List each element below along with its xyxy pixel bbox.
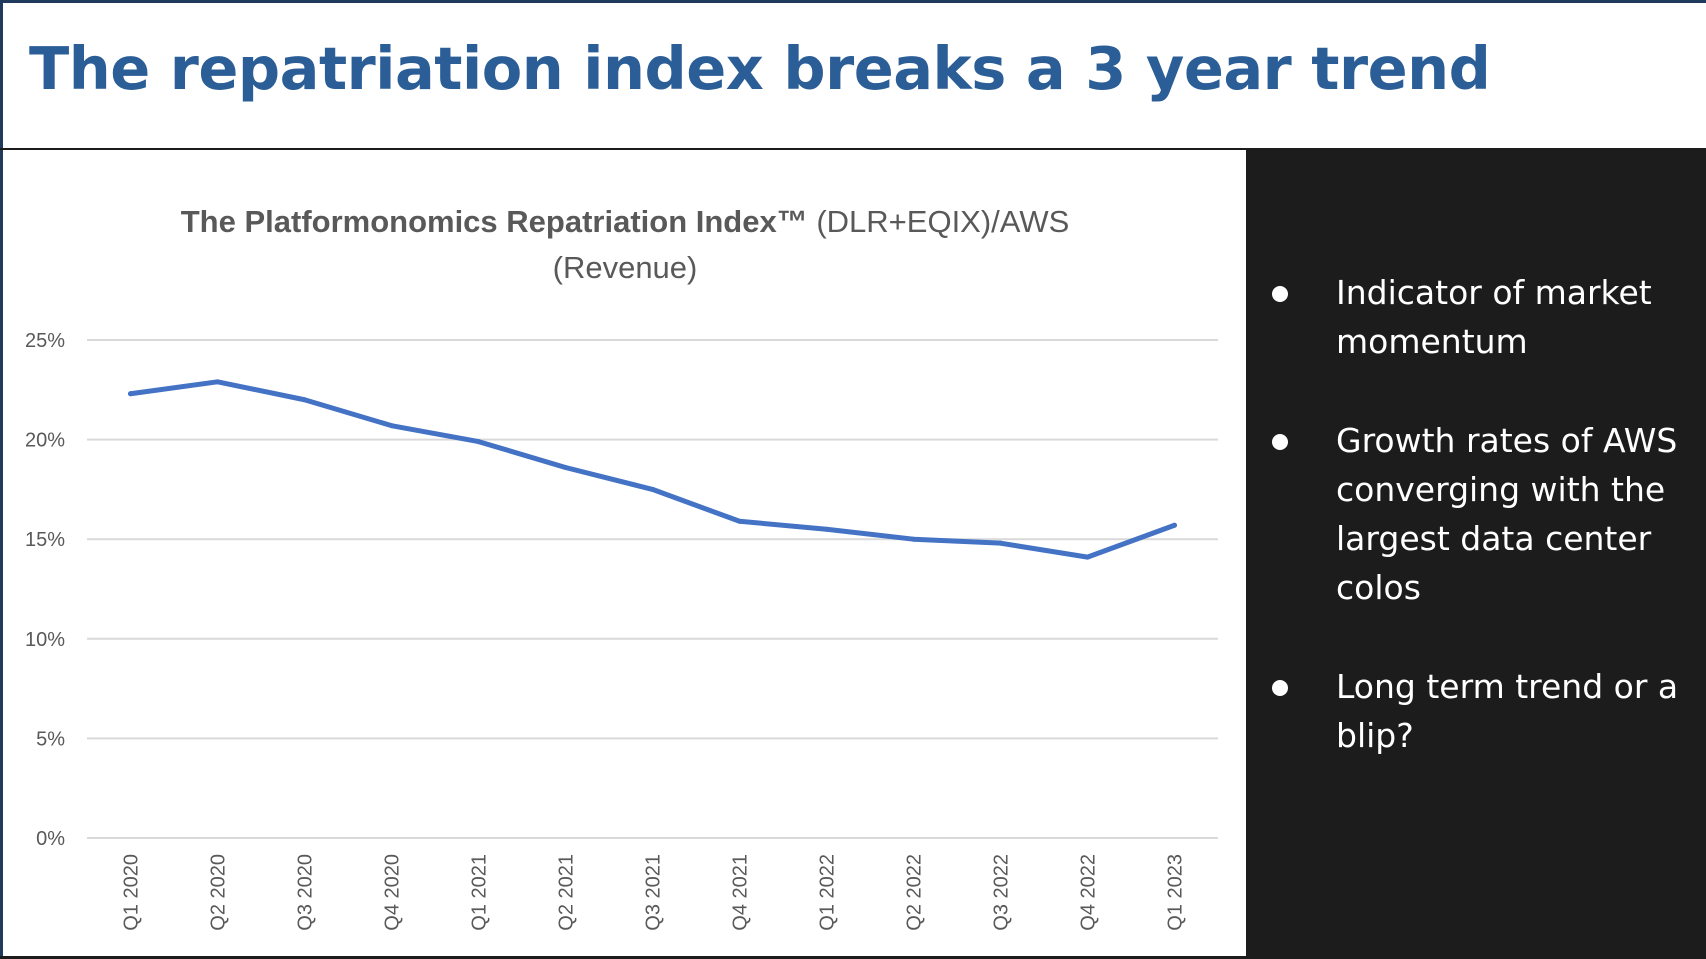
y-tick-label: 20% bbox=[25, 430, 65, 452]
data-point bbox=[1172, 522, 1177, 528]
y-tick-label: 25% bbox=[25, 330, 65, 352]
data-point bbox=[389, 423, 394, 429]
bullet-list: Indicator of market momentum Growth rate… bbox=[1272, 268, 1692, 810]
x-tick-label: Q3 2020 bbox=[295, 854, 317, 931]
line-chart: The Platformonomics Repatriation Index™ … bbox=[25, 204, 1218, 931]
y-tick-label: 5% bbox=[36, 728, 65, 750]
data-point bbox=[1085, 554, 1090, 560]
y-tick-label: 0% bbox=[36, 828, 65, 850]
slide-title: The repatriation index breaks a 3 year t… bbox=[29, 34, 1491, 103]
bullet-text: Indicator of market momentum bbox=[1336, 273, 1652, 361]
data-point bbox=[302, 397, 307, 403]
bullet-dot-icon bbox=[1272, 680, 1288, 696]
x-tick-label: Q1 2022 bbox=[817, 854, 839, 931]
bullet-dot-icon bbox=[1272, 286, 1288, 302]
bottom-border bbox=[0, 956, 1246, 959]
chart-title-rest: (DLR+EQIX)/AWS bbox=[808, 204, 1070, 239]
bullet-dot-icon bbox=[1272, 434, 1288, 450]
y-tick-label: 15% bbox=[25, 529, 65, 551]
data-point bbox=[563, 464, 568, 470]
y-tick-label: 10% bbox=[25, 629, 65, 651]
slide-header: The repatriation index breaks a 3 year t… bbox=[0, 0, 1706, 148]
x-tick-label: Q4 2021 bbox=[730, 854, 752, 931]
data-point bbox=[215, 379, 220, 385]
bullet-item: Long term trend or a blip? bbox=[1272, 662, 1692, 760]
data-point bbox=[998, 540, 1003, 546]
bullet-panel: Indicator of market momentum Growth rate… bbox=[1246, 150, 1706, 959]
bullet-text: Long term trend or a blip? bbox=[1336, 667, 1679, 755]
chart-panel: The Platformonomics Repatriation Index™ … bbox=[0, 150, 1246, 956]
data-point bbox=[476, 439, 481, 445]
bullet-item: Growth rates of AWS converging with the … bbox=[1272, 416, 1692, 612]
x-axis-tick-labels: Q1 2020 Q2 2020 Q3 2020 Q4 2020 Q1 2021 Q2 20… bbox=[121, 854, 1187, 931]
x-tick-label: Q2 2022 bbox=[904, 854, 926, 931]
series-line bbox=[128, 379, 1177, 560]
data-point bbox=[911, 536, 916, 542]
x-tick-label: Q1 2023 bbox=[1165, 854, 1187, 931]
data-point bbox=[650, 486, 655, 492]
x-tick-label: Q4 2022 bbox=[1078, 854, 1100, 931]
chart-title-bold: The Platformonomics Repatriation Index™ bbox=[181, 204, 808, 239]
chart-subtitle: (Revenue) bbox=[553, 250, 698, 285]
x-tick-label: Q3 2022 bbox=[991, 854, 1013, 931]
data-point bbox=[128, 391, 133, 397]
chart-title: The Platformonomics Repatriation Index™ … bbox=[181, 204, 1070, 239]
y-axis-tick-labels: 0% 5% 10% 15% 20% 25% bbox=[25, 330, 65, 850]
x-tick-label: Q1 2021 bbox=[469, 854, 491, 931]
bullet-item: Indicator of market momentum bbox=[1272, 268, 1692, 366]
x-tick-label: Q4 2020 bbox=[382, 854, 404, 931]
x-tick-label: Q1 2020 bbox=[121, 854, 143, 931]
bullet-text: Growth rates of AWS converging with the … bbox=[1336, 421, 1678, 607]
x-tick-label: Q2 2020 bbox=[208, 854, 230, 931]
data-point bbox=[824, 526, 829, 532]
x-tick-label: Q3 2021 bbox=[643, 854, 665, 931]
series-layer bbox=[128, 379, 1177, 560]
x-tick-label: Q2 2021 bbox=[556, 854, 578, 931]
data-point bbox=[737, 518, 742, 524]
gridlines bbox=[87, 339, 1218, 839]
